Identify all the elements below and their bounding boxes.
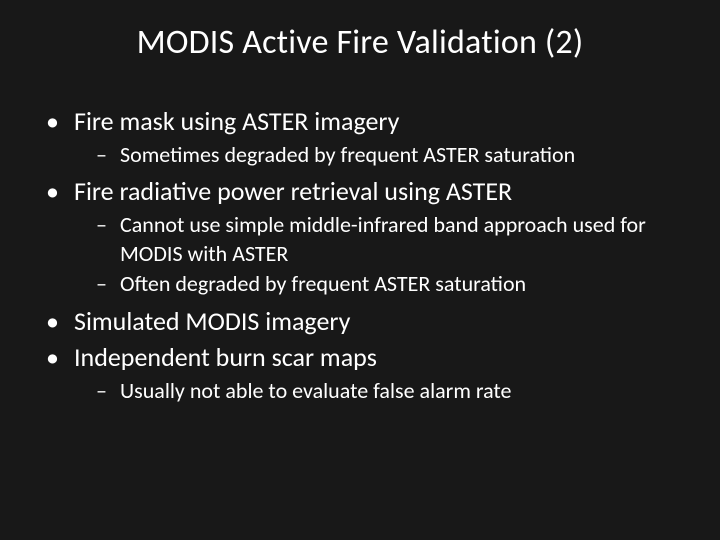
sub-list: Sometimes degraded by frequent ASTER sat… — [74, 141, 692, 170]
bullet-text: Cannot use simple middle-infrared band a… — [120, 211, 646, 267]
list-item: Sometimes degraded by frequent ASTER sat… — [96, 141, 692, 170]
list-item: Cannot use simple middle-infrared band a… — [96, 211, 692, 268]
bullet-text: Often degraded by frequent ASTER saturat… — [120, 270, 526, 297]
bullet-text: Simulated MODIS imagery — [74, 305, 350, 337]
bullet-text: Sometimes degraded by frequent ASTER sat… — [120, 141, 575, 168]
bullet-text: Usually not able to evaluate false alarm… — [120, 377, 512, 404]
list-item: Fire mask using ASTER imagery Sometimes … — [46, 105, 692, 169]
sub-list: Cannot use simple middle-infrared band a… — [74, 211, 692, 299]
bullet-text: Fire mask using ASTER imagery — [74, 105, 399, 137]
bullet-list: Fire mask using ASTER imagery Sometimes … — [28, 105, 692, 405]
sub-list: Usually not able to evaluate false alarm… — [74, 377, 692, 406]
list-item: Simulated MODIS imagery — [46, 305, 692, 339]
bullet-text: Independent burn scar maps — [74, 341, 377, 373]
list-item: Usually not able to evaluate false alarm… — [96, 377, 692, 406]
slide-title: MODIS Active Fire Validation (2) — [28, 22, 692, 63]
bullet-text: Fire radiative power retrieval using AST… — [74, 175, 512, 207]
slide: MODIS Active Fire Validation (2) Fire ma… — [0, 0, 720, 540]
list-item: Independent burn scar maps Usually not a… — [46, 341, 692, 405]
list-item: Often degraded by frequent ASTER saturat… — [96, 270, 692, 299]
list-item: Fire radiative power retrieval using AST… — [46, 175, 692, 299]
